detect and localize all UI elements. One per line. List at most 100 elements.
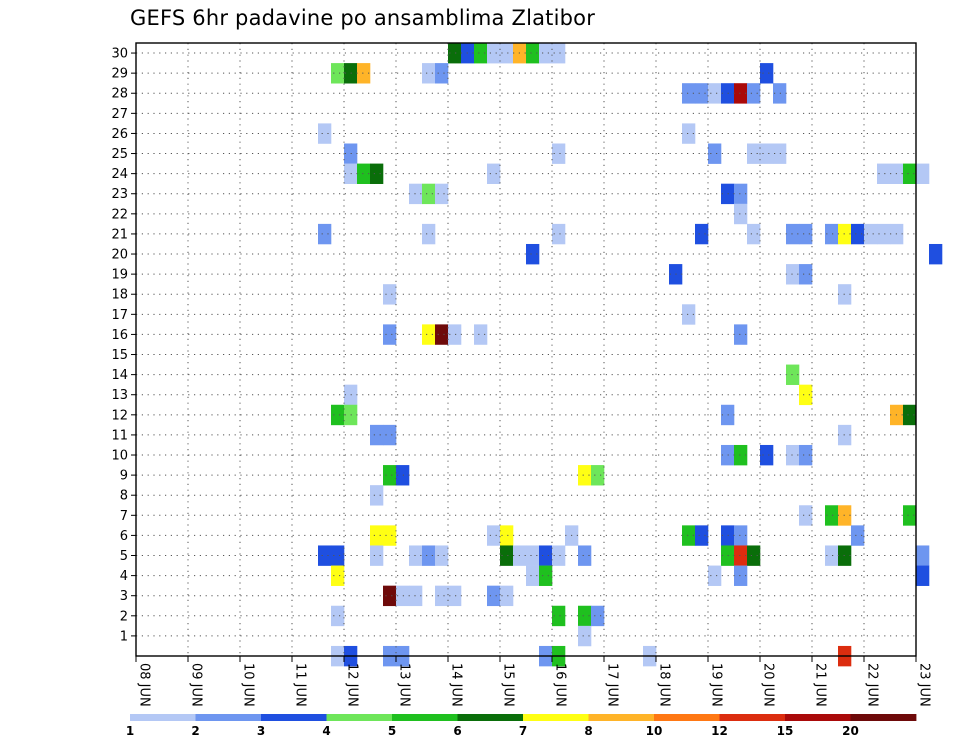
colorbar-swatch: [326, 714, 393, 721]
precip-cell: [422, 324, 436, 345]
x-tick-label: 19 JUN: [709, 663, 724, 707]
colorbar-swatch: [588, 714, 655, 721]
precip-cell: [903, 505, 917, 526]
x-tick-label: 23 JUN: [917, 663, 932, 707]
x-tick-label: 09 JUN: [189, 663, 204, 707]
precip-cell: [331, 545, 345, 566]
precip-cell: [318, 123, 332, 144]
precip-cell: [695, 83, 709, 104]
precip-cell: [851, 525, 865, 546]
precip-cell: [877, 223, 891, 245]
precip-cell: [799, 444, 813, 466]
precip-cell: [383, 284, 397, 305]
precip-cell: [370, 424, 384, 446]
precip-cell: [435, 585, 449, 607]
x-tick-label: 11 JUN: [293, 663, 308, 707]
y-tick-label: 30: [111, 47, 128, 62]
precip-cell: [331, 605, 345, 627]
precip-cell: [370, 163, 384, 184]
precip-cell: [734, 444, 748, 466]
precip-cell: [825, 545, 839, 566]
precip-cell: [734, 203, 748, 225]
y-tick-label: 23: [111, 187, 128, 202]
colorbar-label: 3: [257, 724, 265, 738]
precip-cell: [383, 324, 397, 345]
precip-cell: [435, 183, 449, 205]
colorbar-label: 7: [519, 724, 527, 738]
precip-cell: [695, 525, 709, 546]
precip-cell: [799, 223, 813, 245]
x-tick-label: 21 JUN: [813, 663, 828, 707]
precip-cell: [916, 163, 930, 184]
precip-cell: [552, 223, 566, 245]
y-tick-label: 5: [120, 549, 128, 564]
precip-cell: [539, 545, 553, 566]
y-tick-label: 7: [120, 509, 128, 524]
precip-cell: [500, 545, 514, 566]
precip-cell: [435, 545, 449, 566]
x-tick-label: 17 JUN: [605, 663, 620, 707]
precip-cell: [799, 384, 813, 406]
chart-title: GEFS 6hr padavine po ansamblima Zlatibor: [130, 6, 596, 30]
precip-cell: [786, 444, 800, 466]
y-tick-label: 26: [111, 127, 128, 142]
colorbar-swatch: [457, 714, 524, 721]
precip-cell: [448, 324, 462, 345]
colorbar-label: 15: [777, 724, 794, 738]
precip-cell: [747, 223, 761, 245]
colorbar-swatch: [654, 714, 720, 721]
y-tick-label: 21: [111, 227, 128, 242]
precip-cell: [552, 43, 566, 64]
precip-cell: [734, 545, 748, 566]
precip-cell: [916, 565, 930, 586]
precip-cell: [474, 43, 488, 64]
precip-cell: [747, 143, 761, 164]
colorbar-swatch: [719, 714, 786, 721]
precip-cell: [734, 565, 748, 586]
precip-cell: [760, 444, 774, 466]
y-tick-label: 2: [120, 609, 128, 624]
precip-cell: [396, 585, 410, 607]
x-tick-label: 13 JUN: [397, 663, 412, 707]
precip-cell: [734, 83, 748, 104]
y-tick-label: 8: [120, 489, 128, 504]
colorbar-label: 12: [711, 724, 728, 738]
y-tick-label: 25: [111, 147, 128, 162]
precip-cell: [526, 565, 540, 586]
precip-cell: [786, 223, 800, 245]
colorbar-swatch: [130, 714, 196, 721]
y-tick-label: 28: [111, 87, 128, 102]
x-axis: 08 JUN 09 JUN 10 JUN 11 JUN 12 JUN 13 JUN 14 J…: [135, 656, 932, 707]
precip-cell: [474, 324, 488, 345]
x-tick-label: 10 JUN: [241, 663, 256, 707]
colorbar-swatch: [523, 714, 589, 721]
y-tick-label: 4: [120, 569, 128, 584]
precip-cell: [578, 465, 592, 486]
precip-cell: [526, 545, 540, 566]
precip-cell: [682, 83, 696, 104]
precip-cell: [331, 404, 345, 426]
y-tick-label: 27: [111, 107, 128, 122]
precip-cell: [825, 223, 839, 245]
x-tick-label: 20 JUN: [761, 663, 776, 707]
colorbar-swatch: [392, 714, 458, 721]
precip-cell: [786, 264, 800, 285]
y-tick-label: 13: [111, 388, 128, 403]
colorbar-label: 8: [584, 724, 592, 738]
precip-cell: [591, 605, 605, 627]
precip-cell: [357, 63, 371, 84]
plot-frame: [135, 42, 917, 657]
precip-cell: [734, 324, 748, 345]
precip-cell: [682, 525, 696, 546]
precip-cell: [695, 223, 709, 245]
precip-cell: [552, 143, 566, 164]
precip-cell: [682, 304, 696, 325]
precip-cell: [383, 525, 397, 546]
precip-cell: [734, 183, 748, 205]
colorbar-swatch: [195, 714, 262, 721]
precip-cell: [370, 545, 384, 566]
precip-cell: [331, 63, 345, 84]
precip-cell: [422, 183, 436, 205]
y-tick-label: 12: [111, 408, 128, 423]
y-tick-label: 18: [111, 288, 128, 303]
